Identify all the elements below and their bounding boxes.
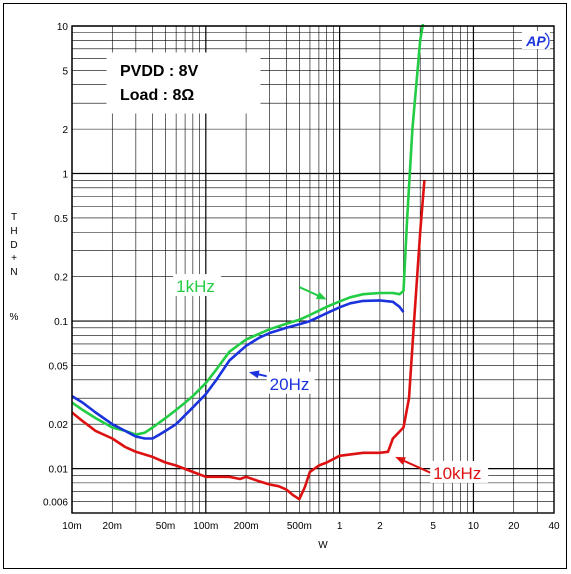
y-tick-label: 0.1 [54, 317, 68, 328]
annotation-arrow-head [248, 370, 260, 379]
y-label-char: H [10, 226, 17, 237]
y-tick-label: 10 [57, 22, 69, 33]
info-box-bg [106, 52, 261, 114]
y-label-char: T [11, 212, 17, 223]
thd-n-vs-power-chart: 10m 20m 50m 100m 200m 500m 1 2 5 10 20 40 10 5 2 1 0.5 0.… [10, 22, 560, 551]
y-axis-label: THD + N% [10, 212, 19, 323]
y-tick-label: 0.05 [49, 361, 69, 372]
y-tick-label: 0.01 [49, 465, 69, 476]
y-label-char: + [11, 253, 17, 264]
x-tick-label: 200m [234, 521, 259, 532]
tick-labels: 10m 20m 50m 100m 200m 500m 1 2 5 10 20 40 10 5 2 1 0.5 0.… [43, 22, 560, 532]
annotation-label-bg [173, 274, 222, 297]
series-line-10kHz [71, 180, 426, 501]
plot-border [71, 25, 555, 514]
y-tick-label: 5 [62, 66, 68, 77]
annotation-label-bg [266, 371, 315, 394]
x-tick-label: 1 [337, 521, 343, 532]
x-tick-label: 20m [103, 521, 122, 532]
y-tick-label: 1 [62, 170, 68, 181]
annotation-label-bg [430, 460, 489, 483]
y-label-char: N [10, 267, 17, 278]
x-tick-label: 10 [468, 521, 480, 532]
ap-logo: AP [522, 31, 550, 50]
x-tick-label: 10m [62, 521, 81, 532]
x-tick-label: 5 [430, 521, 436, 532]
info-box: PVDD : 8V Load : 8Ω [106, 52, 261, 114]
y-tick-label: 0.5 [54, 214, 68, 225]
annotation-arrow-head [315, 291, 327, 300]
y-tick-label: 2 [62, 125, 68, 136]
annotation-arrow-line [298, 286, 319, 297]
x-axis-label: W [318, 540, 328, 551]
info-line: Load : 8Ω [120, 87, 194, 104]
annotation-arrow-line [402, 459, 434, 475]
logo-text: AP [525, 33, 546, 49]
y-label-char: D [10, 240, 17, 251]
logo-arc [544, 32, 550, 50]
series-line-1kHz [71, 23, 425, 436]
chart-frame: 10m 20m 50m 100m 200m 500m 1 2 5 10 20 40 10 5 2 1 0.5 0.… [3, 3, 567, 569]
logo-bg [522, 31, 550, 49]
series-line-20Hz [71, 299, 405, 440]
x-tick-label: 500m [287, 521, 312, 532]
y-label-char: % [10, 312, 19, 323]
x-tick-label: 2 [377, 521, 383, 532]
annotations: 1kHz 20Hz 10kHz [173, 274, 489, 483]
annotation-label-20Hz: 20Hz [270, 375, 310, 394]
x-tick-label: 20 [508, 521, 520, 532]
series-lines [71, 23, 426, 501]
annotation-arrow-head [395, 456, 406, 465]
annotation-label-10kHz: 10kHz [433, 464, 481, 483]
x-tick-label: 100m [193, 521, 218, 532]
y-tick-label: 0.006 [43, 497, 68, 508]
x-tick-label: 40 [548, 521, 560, 532]
y-tick-label: 0.02 [49, 420, 69, 431]
x-tick-label: 50m [156, 521, 175, 532]
annotation-label-1kHz: 1kHz [176, 277, 215, 296]
info-line: PVDD : 8V [120, 63, 199, 80]
y-tick-label: 0.2 [54, 273, 68, 284]
